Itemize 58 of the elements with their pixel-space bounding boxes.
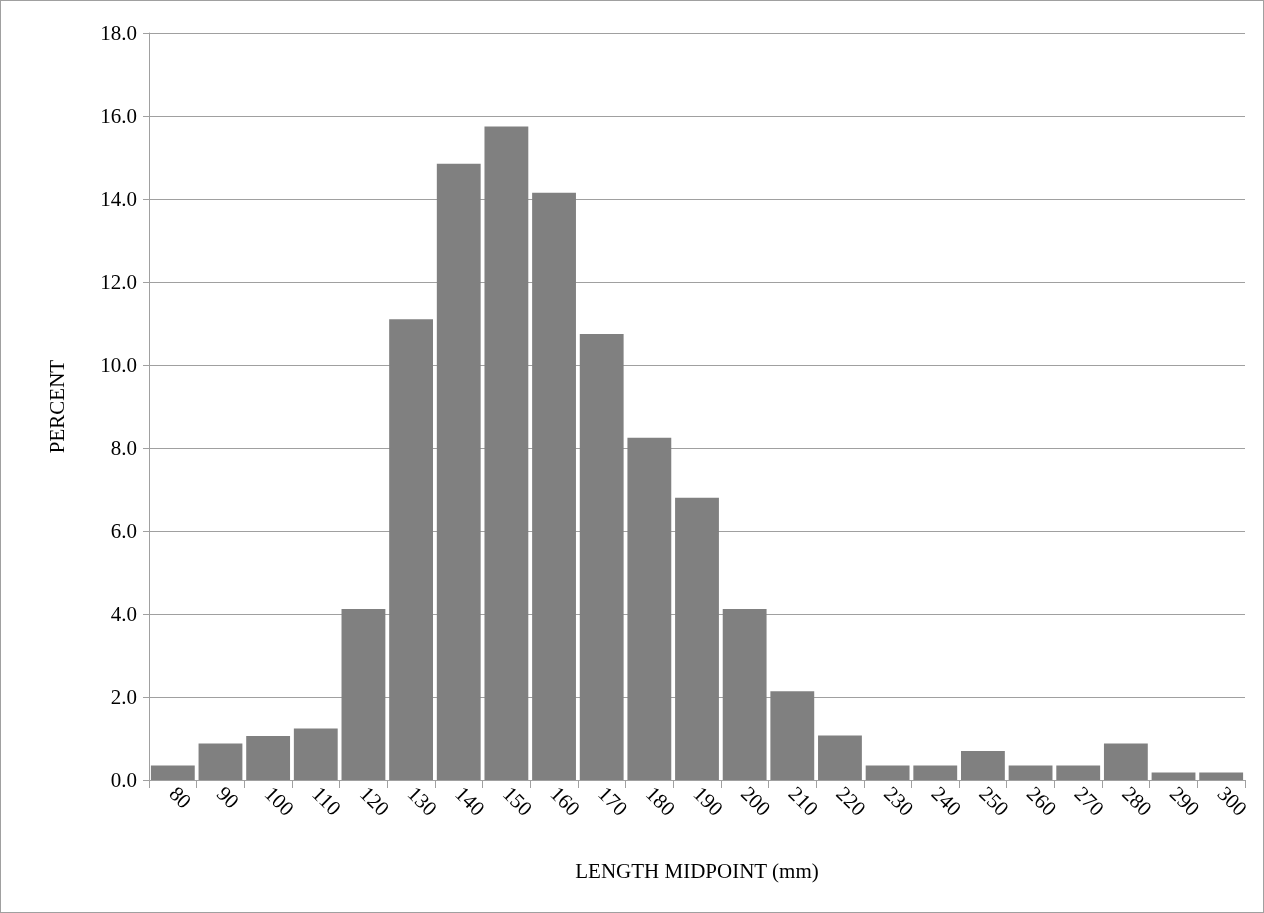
bar (960, 750, 1005, 780)
bar (1008, 765, 1053, 780)
bar (1056, 765, 1101, 780)
bar (341, 609, 386, 780)
y-tick-label: 14.0 (100, 187, 137, 211)
bar (627, 437, 672, 780)
y-tick-label: 18.0 (100, 21, 137, 45)
bar (675, 497, 719, 780)
y-axis-title: PERCENT (44, 359, 69, 454)
bar (722, 609, 767, 780)
x-tick-label: 270 (1069, 781, 1109, 821)
bar (150, 765, 195, 780)
bar (484, 126, 529, 780)
bar (436, 163, 481, 780)
x-tick-label: 130 (402, 781, 442, 821)
x-tick-label: 90 (211, 781, 244, 814)
bar (770, 691, 815, 780)
x-tick-label: 150 (497, 781, 538, 821)
bar (865, 765, 910, 780)
bar (1151, 772, 1196, 780)
x-tick-label: 180 (640, 781, 681, 821)
x-tick-label: 280 (1117, 781, 1157, 821)
x-tick-label: 200 (736, 781, 776, 821)
bar (532, 192, 576, 780)
x-tick-label: 260 (1022, 781, 1062, 821)
bar (293, 728, 338, 780)
x-tick-label: 300 (1212, 781, 1252, 821)
bar (389, 319, 434, 780)
y-tick-label: 12.0 (100, 270, 137, 294)
x-tick-label: 230 (879, 781, 919, 821)
y-tick-label: 8.0 (110, 436, 137, 460)
x-tick-label: 190 (688, 781, 728, 821)
x-tick-label: 160 (545, 781, 585, 821)
bar (198, 743, 243, 780)
bar (1199, 772, 1244, 780)
bar (913, 765, 958, 780)
x-tick-label: 110 (307, 781, 346, 821)
x-tick-label: 80 (164, 781, 197, 814)
bar (1103, 743, 1148, 780)
x-tick-label: 210 (783, 781, 824, 821)
x-axis-title: LENGTH MIDPOINT (mm) (575, 858, 819, 883)
x-tick-label: 120 (354, 781, 395, 821)
x-tick-label: 250 (974, 781, 1014, 821)
x-tick-label: 140 (450, 781, 490, 821)
y-tick-label: 2.0 (110, 685, 137, 709)
x-tick-label: 220 (831, 781, 871, 821)
y-tick-label: 10.0 (100, 353, 137, 377)
x-tick-label: 290 (1165, 781, 1205, 821)
y-tick-label: 0.0 (110, 768, 137, 792)
x-tick-label: 170 (593, 781, 633, 821)
bar (579, 333, 624, 780)
bar (818, 735, 862, 780)
x-tick-label: 240 (926, 781, 967, 821)
y-tick-label: 6.0 (110, 519, 137, 543)
x-tick-label: 100 (259, 781, 299, 821)
y-tick-label: 4.0 (110, 602, 137, 626)
bar (246, 736, 291, 780)
y-tick-label: 16.0 (100, 104, 137, 128)
